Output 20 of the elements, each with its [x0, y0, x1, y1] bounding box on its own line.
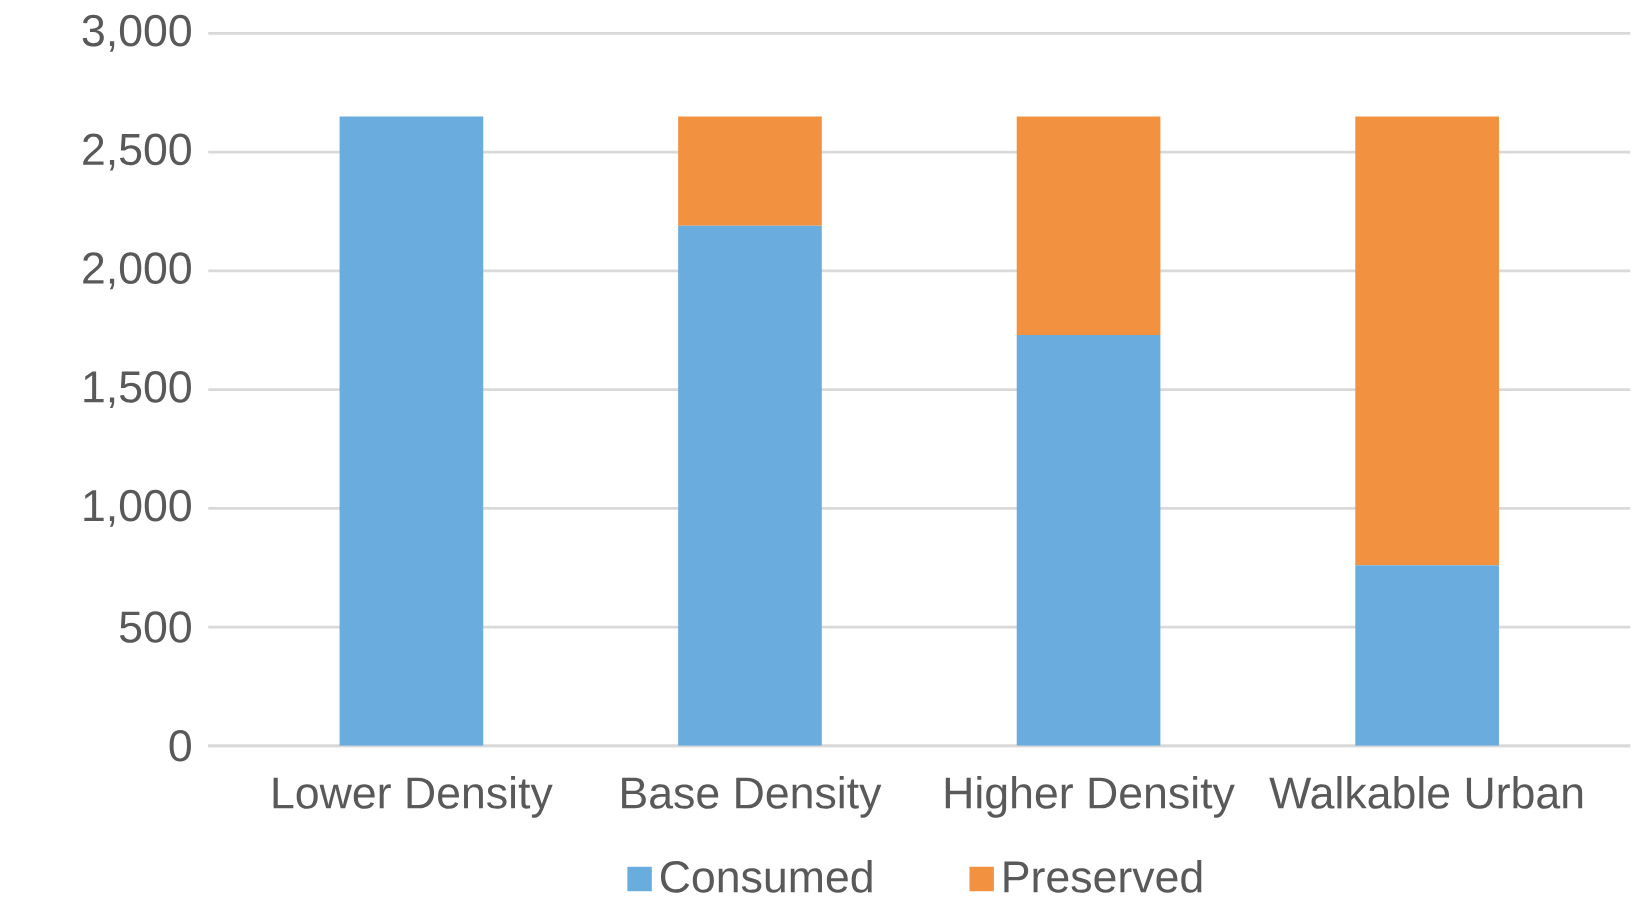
- y-tick-label: 1,000: [84, 489, 191, 527]
- x-tick-label: Lower Density: [273, 776, 553, 818]
- y-tick-label: 2,000: [83, 252, 191, 290]
- bar: [1016, 116, 1161, 335]
- y-tick-label: 2,500: [83, 133, 191, 171]
- bar: [1355, 565, 1499, 746]
- legend-label: Preserved: [1004, 859, 1202, 893]
- y-tick-label: 500: [119, 611, 191, 643]
- y-tick-label: 3,000: [82, 14, 191, 52]
- y-tick-label: 0: [169, 730, 191, 762]
- bar: [678, 116, 822, 226]
- x-tick-label: Higher Density: [945, 776, 1235, 818]
- bar: [1016, 334, 1161, 746]
- x-tick-label: Walkable Urban: [1269, 776, 1583, 809]
- x-tick-label: Base Density: [622, 776, 882, 818]
- bar: [678, 225, 822, 746]
- bar: [1355, 116, 1499, 566]
- y-tick-label: 1,500: [84, 371, 191, 409]
- bar: [339, 116, 484, 746]
- legend-label: Consumed: [660, 859, 872, 893]
